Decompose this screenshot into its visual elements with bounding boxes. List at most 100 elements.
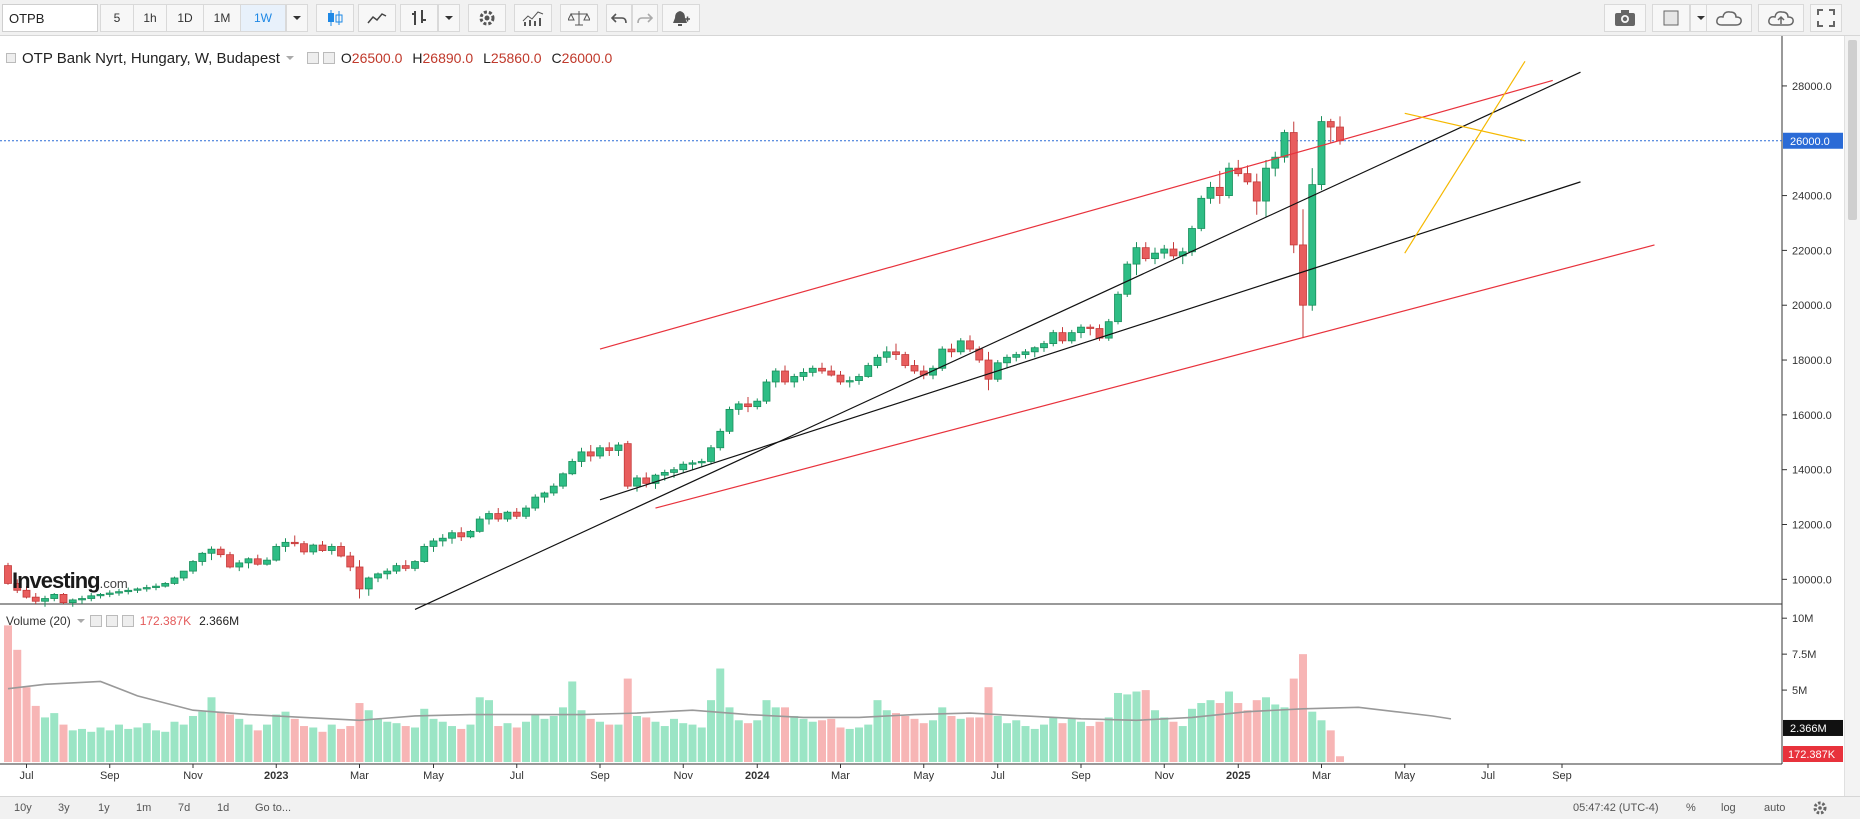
interval-5-button[interactable]: 5 <box>100 4 134 32</box>
candle-body <box>105 592 114 595</box>
range-1y-button[interactable]: 1y <box>98 802 110 814</box>
price-tick-label: 20000.0 <box>1792 300 1832 312</box>
line-chart-button[interactable] <box>358 4 396 32</box>
interval-1m-button[interactable]: 1M <box>203 4 241 32</box>
volume-bar <box>984 687 993 762</box>
range-1m-button[interactable]: 1m <box>136 802 152 814</box>
collapse-icon[interactable] <box>6 53 16 63</box>
volume-bar <box>170 721 179 762</box>
percent-toggle[interactable]: % <box>1686 802 1696 814</box>
candles-icon <box>328 10 343 26</box>
symbol-legend: OTP Bank Nyrt, Hungary, W, Budapest O 265… <box>6 48 612 68</box>
screenshot-button[interactable] <box>1604 4 1646 32</box>
chart-canvas[interactable]: 28000.0 24000.0 22000.0 20000.0 18000.0 16000… <box>0 36 1844 796</box>
trendline-red[interactable] <box>655 244 1655 509</box>
candle-body <box>392 565 401 572</box>
volume-bar <box>947 715 956 762</box>
interval-1w-button[interactable]: 1W <box>240 4 286 32</box>
color-box-button[interactable] <box>1652 4 1690 32</box>
trendline-black[interactable] <box>599 181 1581 501</box>
cloud-button[interactable] <box>1706 4 1752 32</box>
candle-body <box>1280 132 1289 158</box>
volume-bar <box>605 724 614 762</box>
candle-body <box>725 408 734 432</box>
volume-bar <box>808 721 817 762</box>
range-3y-button[interactable]: 3y <box>58 802 70 814</box>
visibility-icon[interactable] <box>306 52 319 64</box>
settings-icon[interactable] <box>105 615 118 627</box>
settings-gear-icon <box>479 10 495 26</box>
dropdown-icon[interactable] <box>285 55 295 61</box>
trendlines[interactable] <box>414 60 1655 611</box>
candle-body <box>438 537 447 542</box>
settings-gear-icon[interactable] <box>1812 800 1828 815</box>
candle-body <box>531 496 540 509</box>
candle-body <box>383 570 392 575</box>
clock-time: 05:47:42 (UTC-4) <box>1573 802 1659 814</box>
scrollbar-thumb[interactable] <box>1848 40 1857 220</box>
settings-button[interactable] <box>468 4 506 32</box>
candle-body <box>346 555 355 568</box>
candle-body <box>670 469 678 473</box>
volume-bar <box>660 726 669 762</box>
goto-button[interactable]: Go to... <box>255 802 292 814</box>
alert-button[interactable] <box>662 4 700 32</box>
symbol-input[interactable] <box>2 4 98 32</box>
candle-body <box>4 565 12 584</box>
candle-body <box>466 530 475 538</box>
trendline-yellow[interactable] <box>1404 112 1526 142</box>
volume-bar <box>290 718 299 762</box>
volume-bar <box>41 717 49 762</box>
range-1d-button[interactable]: 1d <box>217 802 230 814</box>
redo-button[interactable] <box>632 4 658 32</box>
indicators-button[interactable] <box>514 4 552 32</box>
interval-1d-button[interactable]: 1D <box>166 4 204 32</box>
volume-bar <box>1123 694 1132 762</box>
candle-body <box>1067 332 1076 342</box>
date-tick-label: Jul <box>1481 770 1495 782</box>
chart-area[interactable]: 28000.0 24000.0 22000.0 20000.0 18000.0 16000… <box>0 36 1860 796</box>
candle-body <box>161 583 170 587</box>
candles-button[interactable] <box>316 4 354 32</box>
interval-1h-button[interactable]: 1h <box>133 4 167 32</box>
range-10y-button[interactable]: 10y <box>14 802 32 814</box>
candle-body <box>1151 252 1159 260</box>
volume-ma-value: 2.366M <box>199 614 240 628</box>
volume-bar <box>956 718 965 762</box>
candle-body <box>1040 343 1048 349</box>
undo-button[interactable] <box>606 4 632 32</box>
candle-body <box>1003 356 1011 364</box>
candle-body <box>189 561 197 572</box>
fullscreen-button[interactable] <box>1810 4 1842 32</box>
candle-body <box>78 598 86 601</box>
close-icon[interactable] <box>121 615 134 627</box>
interval-label: 1D <box>177 11 193 25</box>
range-7d-button[interactable]: 7d <box>178 802 191 814</box>
settings-icon[interactable] <box>322 52 335 64</box>
cloud-upload-button[interactable] <box>1758 4 1804 32</box>
volume-bar <box>1308 711 1317 762</box>
interval-dropdown-button[interactable] <box>286 4 308 32</box>
candle-body <box>568 461 577 475</box>
volume-bar <box>124 728 133 762</box>
trendline-yellow[interactable] <box>1404 60 1526 254</box>
compare-button[interactable] <box>560 4 598 32</box>
volume-bar <box>1095 721 1104 762</box>
date-tick-label: May <box>1394 770 1415 782</box>
date-tick-label: May <box>423 770 444 782</box>
candle-body <box>642 477 651 484</box>
investing-logo: Investing.com <box>12 568 128 594</box>
trendline-black[interactable] <box>414 71 1581 611</box>
trendline-red[interactable] <box>599 79 1553 350</box>
bar-type-button[interactable] <box>400 4 438 32</box>
volume-bar <box>1336 756 1344 762</box>
volume-bar <box>272 714 281 762</box>
auto-toggle[interactable]: auto <box>1764 802 1786 814</box>
log-toggle[interactable]: log <box>1721 802 1736 814</box>
chart-type-dropdown-button[interactable] <box>438 4 460 32</box>
candle-body <box>420 546 429 562</box>
vertical-scrollbar[interactable] <box>1844 36 1860 796</box>
candle-body <box>263 559 271 565</box>
visibility-icon[interactable] <box>89 615 102 627</box>
dropdown-icon[interactable] <box>76 618 86 624</box>
